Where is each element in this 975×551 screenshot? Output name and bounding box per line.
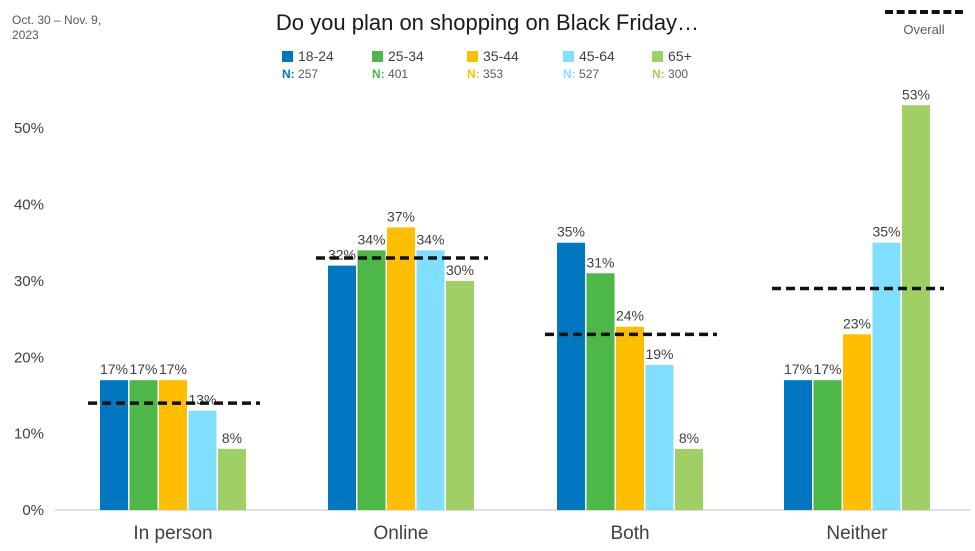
- data-label: 34%: [416, 231, 444, 247]
- data-label: 31%: [586, 254, 614, 270]
- series-legend: 18-24 N: 257 25-34 N: 401 35-44 N: 353 4…: [0, 48, 975, 88]
- legend-item-65plus: 65+ N: 300: [652, 48, 692, 81]
- data-label: 8%: [222, 430, 242, 446]
- y-tick-label: 40%: [14, 197, 44, 214]
- bar: [328, 265, 356, 510]
- legend-swatch: [467, 50, 478, 62]
- bar: [586, 273, 615, 510]
- legend-n-value: 257: [298, 67, 319, 81]
- bar: [872, 242, 901, 510]
- legend-label: 25-34: [388, 48, 424, 64]
- y-tick-label: 0%: [22, 502, 44, 519]
- bar: [616, 326, 644, 510]
- bar: [100, 380, 128, 510]
- x-category-label: Online: [374, 523, 429, 544]
- legend-label: 65+: [668, 48, 692, 64]
- data-label: 17%: [129, 361, 157, 377]
- data-label: 24%: [616, 308, 644, 324]
- x-category-label: Neither: [826, 523, 888, 544]
- data-label: 37%: [387, 208, 415, 224]
- legend-n-value: 401: [388, 67, 409, 81]
- bar: [129, 380, 158, 510]
- legend-swatch: [372, 50, 383, 62]
- data-label: 17%: [100, 361, 128, 377]
- y-tick-label: 20%: [14, 349, 44, 366]
- bar: [416, 250, 445, 510]
- x-category-label: In person: [133, 523, 212, 544]
- chart-title: Do you plan on shopping on Black Friday…: [275, 10, 700, 35]
- data-label: 17%: [784, 361, 812, 377]
- legend-n-label: N:: [372, 67, 385, 81]
- legend-item-25-34: 25-34 N: 401: [372, 48, 424, 81]
- bar: [902, 105, 930, 510]
- bar: [218, 448, 246, 510]
- bar: [446, 280, 474, 510]
- legend-swatch: [282, 50, 293, 62]
- overall-legend: Overall: [882, 10, 966, 37]
- legend-swatch: [563, 50, 574, 62]
- bar: [387, 227, 415, 511]
- legend-n-label: N:: [467, 67, 480, 81]
- legend-label: 45-64: [579, 48, 615, 64]
- y-tick-label: 30%: [14, 273, 44, 290]
- data-label: 35%: [872, 224, 900, 240]
- bar: [813, 380, 842, 510]
- y-tick-label: 10%: [14, 426, 44, 443]
- legend-n-value: 300: [668, 67, 689, 81]
- legend-label: 35-44: [483, 48, 519, 64]
- bar: [675, 448, 703, 510]
- data-label: 17%: [159, 361, 187, 377]
- legend-item-45-64: 45-64 N: 527: [563, 48, 615, 81]
- data-label: 32%: [328, 247, 356, 263]
- bar: [843, 334, 871, 510]
- legend-item-35-44: 35-44 N: 353: [467, 48, 519, 81]
- y-tick-label: 50%: [14, 120, 44, 137]
- bar: [645, 364, 674, 510]
- bar: [357, 250, 386, 510]
- data-label: 13%: [188, 392, 216, 408]
- data-label: 30%: [446, 262, 474, 278]
- bar: [784, 380, 812, 510]
- legend-n-label: N:: [563, 67, 576, 81]
- data-label: 53%: [902, 86, 930, 102]
- legend-swatch: [652, 50, 663, 62]
- legend-n-value: 353: [483, 67, 504, 81]
- bar: [188, 410, 217, 510]
- legend-n-label: N:: [282, 67, 295, 81]
- data-label: 8%: [679, 430, 699, 446]
- x-category-label: Both: [610, 523, 649, 544]
- legend-n-value: 527: [579, 67, 600, 81]
- data-label: 17%: [813, 361, 841, 377]
- legend-label: 18-24: [298, 48, 334, 64]
- bar: [159, 380, 187, 510]
- legend-item-18-24: 18-24 N: 257: [282, 48, 334, 81]
- data-label: 19%: [645, 346, 673, 362]
- data-label: 34%: [357, 231, 385, 247]
- bar: [557, 242, 585, 510]
- data-label: 35%: [557, 224, 585, 240]
- data-label: 23%: [843, 315, 871, 331]
- overall-dashed-line-swatch: [885, 10, 963, 14]
- date-range: Oct. 30 – Nov. 9, 2023: [12, 13, 102, 42]
- overall-legend-label: Overall: [903, 22, 945, 37]
- legend-n-label: N:: [652, 67, 665, 81]
